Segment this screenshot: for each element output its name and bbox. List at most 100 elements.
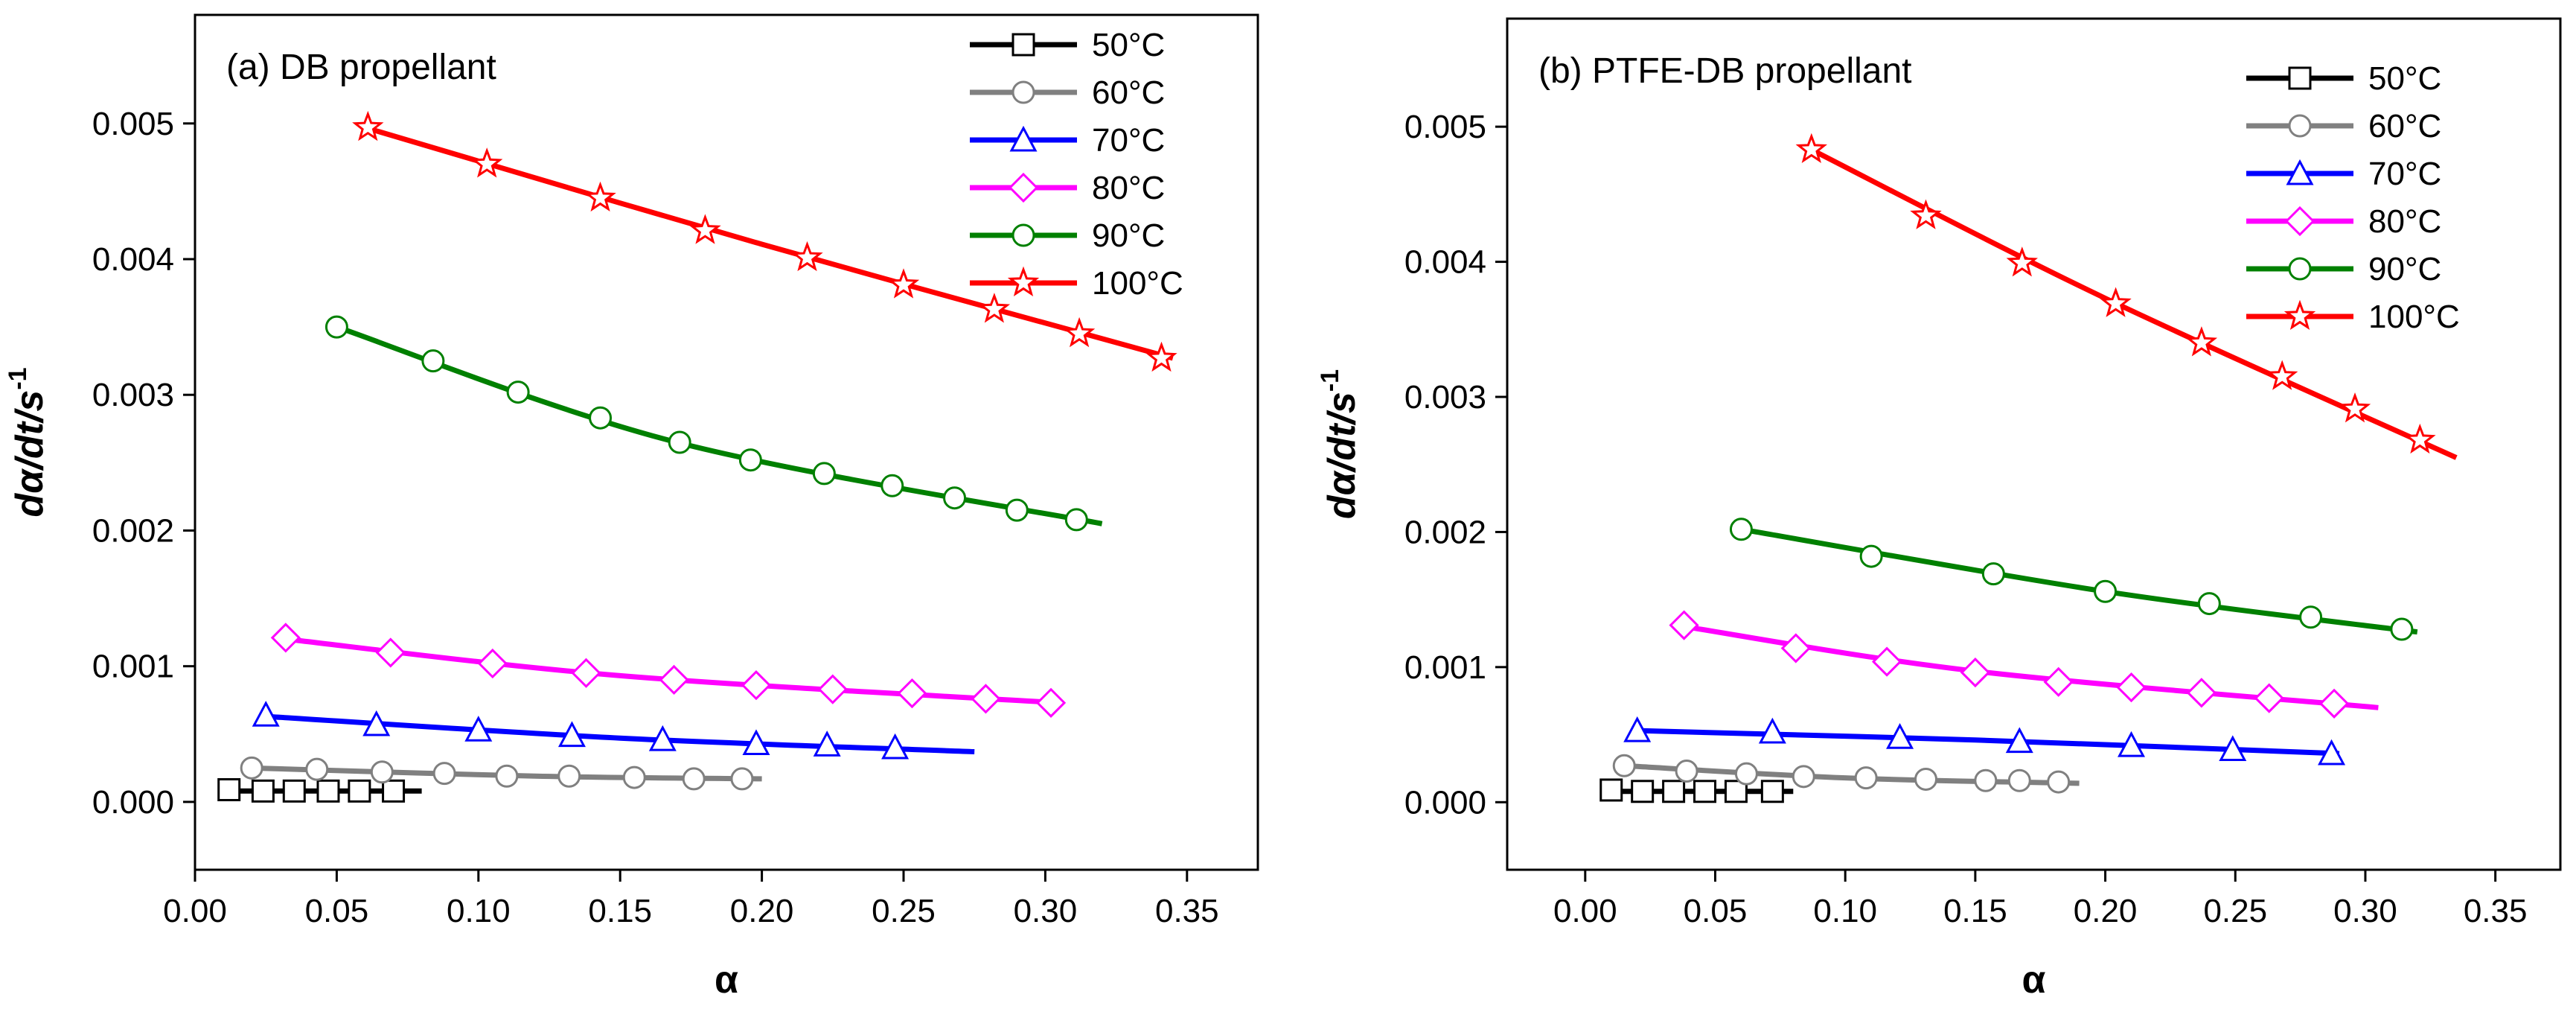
data-point — [1734, 762, 1758, 786]
series-line — [1684, 623, 2379, 710]
data-point — [2318, 739, 2346, 765]
y-axis-title-superscript: -1 — [4, 367, 32, 389]
data-point — [1886, 723, 1914, 749]
data-point — [668, 430, 691, 454]
legend-label: 90°C — [1092, 217, 1165, 254]
data-point — [2116, 672, 2147, 703]
x-tick-label: 0.00 — [1553, 893, 1617, 929]
y-tick-label: 0.002 — [1404, 514, 1486, 550]
data-point — [730, 767, 754, 791]
legend-label: 90°C — [2368, 251, 2441, 287]
y-tick-label: 0.000 — [1404, 784, 1486, 821]
data-point — [897, 678, 927, 709]
legend-label: 50°C — [1092, 27, 1165, 63]
x-tick-label: 0.15 — [588, 893, 652, 929]
legend-label: 100°C — [1092, 265, 1183, 302]
chart-b: 0.00 0.05 0.10 0.15 0.20 0.25 0.30 0.35 0.000 0.0… — [1316, 17, 2562, 1002]
legend-label: 80°C — [1092, 170, 1165, 206]
data-point — [2185, 326, 2218, 357]
legend-marker — [1011, 33, 1035, 57]
data-point — [571, 658, 601, 688]
y-tick-label: 0.000 — [92, 784, 174, 821]
data-point — [1063, 316, 1096, 348]
data-point — [1724, 780, 1748, 803]
data-point — [464, 716, 493, 742]
legend-marker — [1008, 172, 1039, 203]
data-point — [1871, 646, 1902, 677]
data-point — [1064, 508, 1088, 532]
x-tick-label: 0.20 — [2074, 893, 2138, 929]
plot-frame — [194, 13, 1259, 871]
data-point — [742, 729, 770, 756]
legend-marker — [2288, 257, 2312, 281]
x-tick-label: 0.25 — [872, 893, 936, 929]
panel-title: (b) PTFE-DB propellant — [1538, 51, 1912, 91]
data-point — [648, 725, 677, 751]
data-point — [2318, 688, 2350, 719]
data-point — [1145, 341, 1177, 372]
data-point — [887, 268, 920, 299]
data-point — [2007, 768, 2031, 792]
data-point — [421, 349, 445, 373]
data-point — [1035, 687, 1067, 718]
data-point — [375, 637, 406, 668]
data-point — [316, 779, 340, 803]
data-point — [971, 684, 1001, 714]
data-point — [817, 674, 848, 704]
series — [1795, 133, 2458, 460]
data-point — [282, 779, 306, 803]
data-point — [1760, 780, 1784, 803]
data-point — [881, 733, 910, 760]
data-point — [622, 765, 646, 789]
y-tick-label: 0.005 — [92, 106, 174, 142]
data-point — [2197, 592, 2221, 616]
series-line — [1637, 728, 2340, 757]
data-point — [2254, 683, 2284, 713]
x-tick-label: 0.35 — [1155, 893, 1219, 929]
data-point — [432, 762, 456, 786]
data-point — [880, 474, 904, 497]
legend-label: 70°C — [1092, 122, 1165, 159]
y-tick-label: 0.003 — [1404, 379, 1486, 416]
x-tick-label: 0.05 — [1684, 893, 1748, 929]
data-point — [2094, 579, 2118, 603]
data-point — [1780, 633, 1811, 663]
series — [352, 110, 1177, 372]
y-axis-title-superscript: -1 — [1316, 369, 1344, 392]
data-point — [217, 777, 241, 801]
data-point — [1662, 780, 1686, 803]
legend-label: 100°C — [2368, 299, 2460, 335]
data-point — [382, 779, 406, 803]
data-point — [813, 731, 841, 757]
data-point — [943, 486, 967, 510]
series — [1623, 716, 2346, 765]
plot-frame — [1506, 17, 2562, 871]
legend-marker — [2288, 114, 2312, 138]
legend-marker — [2284, 206, 2315, 237]
data-point — [1914, 767, 1938, 791]
data-point — [1960, 657, 1991, 688]
legend-label: 70°C — [2368, 156, 2441, 192]
series — [240, 756, 762, 791]
data-point — [1854, 766, 1878, 790]
data-point — [1795, 133, 1827, 163]
data-point — [1005, 498, 1029, 522]
data-point — [2186, 678, 2217, 708]
y-tick-label: 0.004 — [92, 241, 174, 278]
data-point — [2047, 770, 2071, 794]
data-point — [689, 214, 721, 244]
data-point — [2390, 617, 2414, 641]
y-tick-label: 0.001 — [1404, 649, 1486, 686]
data-point — [812, 462, 836, 486]
data-point — [2219, 735, 2247, 762]
data-point — [1693, 780, 1717, 803]
legend-marker — [1011, 223, 1035, 247]
legend-label: 60°C — [2368, 108, 2441, 144]
y-tick-label: 0.003 — [92, 377, 174, 413]
data-point — [362, 710, 391, 736]
data-point — [2006, 246, 2038, 277]
data-point — [471, 147, 503, 178]
data-point — [2100, 287, 2132, 317]
series — [217, 777, 422, 803]
x-tick-label: 0.15 — [1943, 893, 2007, 929]
